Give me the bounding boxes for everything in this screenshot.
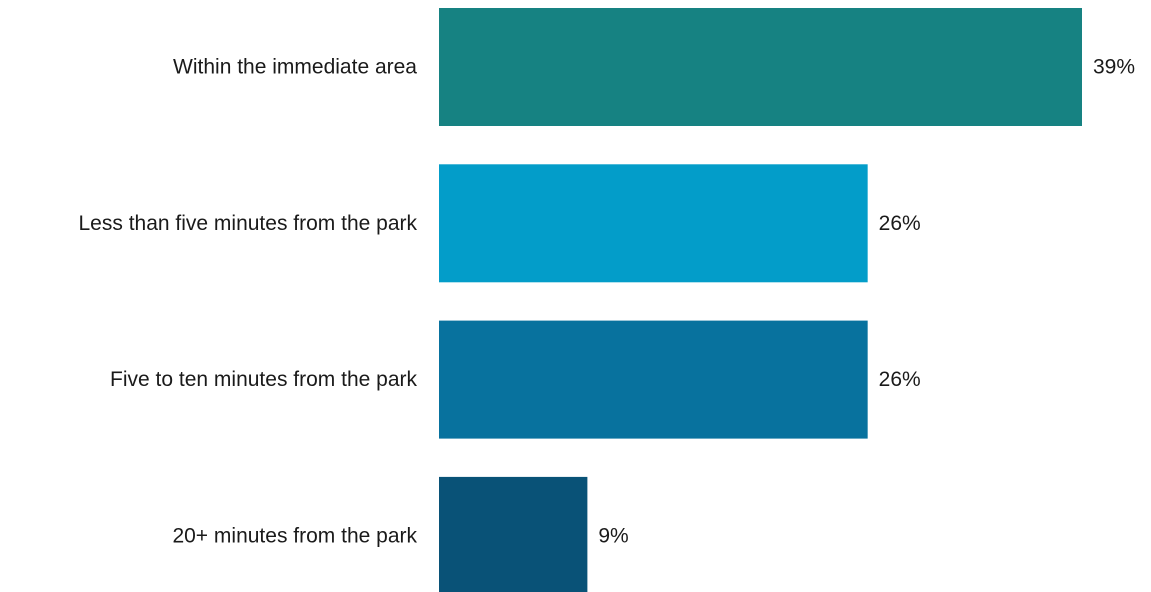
bar-1 xyxy=(439,8,1082,126)
bar-2 xyxy=(439,164,868,283)
category-label-2: Less than five minutes from the park xyxy=(79,212,418,235)
category-label-1: Within the immediate area xyxy=(173,56,417,79)
value-label-3: 26% xyxy=(879,368,921,391)
value-label-2: 26% xyxy=(879,212,921,235)
category-label-4: 20+ minutes from the park xyxy=(172,524,417,547)
category-label-3: Five to ten minutes from the park xyxy=(110,368,417,391)
bar-3 xyxy=(439,320,868,439)
value-label-4: 9% xyxy=(598,524,628,547)
bar-4 xyxy=(439,476,588,592)
value-label-1: 39% xyxy=(1093,56,1135,79)
